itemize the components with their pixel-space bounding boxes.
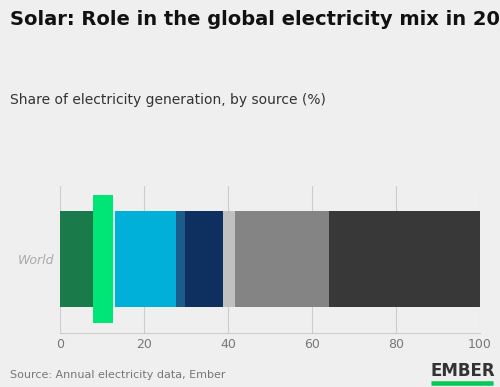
Bar	[113, 211, 114, 307]
Bar	[60, 211, 93, 307]
Bar	[223, 211, 234, 307]
Text: Share of electricity generation, by source (%): Share of electricity generation, by sour…	[10, 93, 326, 107]
Text: Solar: Role in the global electricity mix in 2023: Solar: Role in the global electricity mi…	[10, 10, 500, 29]
Bar	[176, 211, 185, 307]
Bar	[234, 211, 329, 307]
Bar	[114, 211, 176, 307]
Text: EMBER: EMBER	[431, 362, 496, 380]
Bar	[329, 211, 480, 307]
Bar	[185, 211, 223, 307]
Bar	[93, 195, 113, 324]
Text: Source: Annual electricity data, Ember: Source: Annual electricity data, Ember	[10, 370, 226, 380]
